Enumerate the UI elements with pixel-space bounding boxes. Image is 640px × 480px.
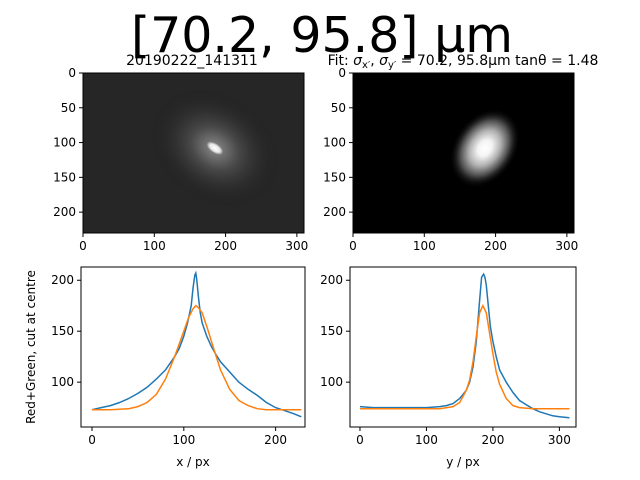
y-tick-label: 0 xyxy=(338,66,346,80)
x-tick-label: 300 xyxy=(548,433,571,447)
x-tick-label: 100 xyxy=(172,433,195,447)
x-tick-label: 100 xyxy=(143,239,166,253)
fit-title-unit: μm tanθ = 1.48 xyxy=(488,53,598,69)
panel-fit-ticks: 0 100 200 300 0 50 100 150 200 xyxy=(323,66,578,253)
panel-x-cut-ticks: 0 100 200 100 150 200 xyxy=(51,273,287,447)
fit-image-spot xyxy=(449,108,521,188)
fit-title-sigma-y: σ xyxy=(379,53,389,69)
x-tick-label: 0 xyxy=(88,433,96,447)
panel-raw-ticks: 0 100 200 300 0 50 100 150 200 xyxy=(53,66,308,253)
y-tick-label: 50 xyxy=(331,101,346,115)
x-cut-data-line xyxy=(91,270,302,418)
y-cut-data-line xyxy=(359,272,570,419)
y-tick-label: 150 xyxy=(323,170,346,184)
panel-y-cut: 0 100 200 300 100 150 200 y / px xyxy=(320,266,577,469)
fit-title-sigma-y-sub: y′ xyxy=(388,60,397,71)
panel-fit-image: Fit: σx′, σy′ = 70.2, 95.8μm tanθ = 1.48… xyxy=(323,53,598,253)
y-tick-label: 200 xyxy=(320,273,343,287)
panel-x-cut: 0 100 200 100 150 200 x / px Red+Green, cut a… xyxy=(24,266,306,469)
x-tick-label: 200 xyxy=(484,239,507,253)
x-tick-label: 0 xyxy=(79,239,87,253)
x-tick-label: 300 xyxy=(555,239,578,253)
panel-raw-image: 20190222_141311 0 100 200 300 0 50 100 150 200 xyxy=(53,53,308,253)
y-tick-label: 200 xyxy=(323,205,346,219)
fit-title-sigma-x: σ xyxy=(353,53,363,69)
y-tick-label: 50 xyxy=(61,101,76,115)
fit-title-sigma-x-sub: x′ xyxy=(362,60,371,71)
y-tick-label: 150 xyxy=(320,324,343,338)
panel-fit-title: Fit: σx′, σy′ = 70.2, 95.8μm tanθ = 1.48 xyxy=(328,53,599,71)
x-cut-xlabel: x / px xyxy=(176,455,210,469)
x-tick-label: 0 xyxy=(356,433,364,447)
figure-suptitle: [70.2, 95.8] μm xyxy=(131,7,513,64)
x-tick-label: 100 xyxy=(413,239,436,253)
y-tick-label: 150 xyxy=(51,324,74,338)
y-tick-label: 200 xyxy=(53,205,76,219)
x-cut-ylabel: Red+Green, cut at centre xyxy=(24,270,38,424)
y-tick-label: 100 xyxy=(51,375,74,389)
panel-y-cut-ticks: 0 100 200 300 100 150 200 xyxy=(320,273,571,447)
y-cut-xlabel: y / px xyxy=(446,455,480,469)
x-tick-label: 300 xyxy=(285,239,308,253)
x-tick-label: 200 xyxy=(481,433,504,447)
x-cut-fit-line xyxy=(92,304,302,411)
y-cut-fit-line xyxy=(360,303,570,410)
y-tick-label: 100 xyxy=(323,136,346,150)
x-tick-label: 100 xyxy=(415,433,438,447)
raw-image-core xyxy=(206,141,224,155)
y-tick-label: 100 xyxy=(320,375,343,389)
fit-title-sep: , xyxy=(370,53,379,69)
panel-y-cut-frame xyxy=(349,266,577,428)
y-tick-label: 100 xyxy=(53,136,76,150)
y-tick-label: 0 xyxy=(68,66,76,80)
fit-title-prefix: Fit: xyxy=(328,53,354,69)
panel-raw-title: 20190222_141311 xyxy=(126,53,258,69)
fit-title-values: = 70.2, 95.8 xyxy=(396,53,488,69)
panel-fit-frame xyxy=(352,72,575,234)
y-tick-label: 150 xyxy=(53,170,76,184)
panel-raw-frame xyxy=(82,72,305,234)
y-tick-label: 200 xyxy=(51,273,74,287)
x-tick-label: 200 xyxy=(264,433,287,447)
x-tick-label: 200 xyxy=(214,239,237,253)
panel-x-cut-frame xyxy=(80,266,306,428)
x-tick-label: 0 xyxy=(349,239,357,253)
